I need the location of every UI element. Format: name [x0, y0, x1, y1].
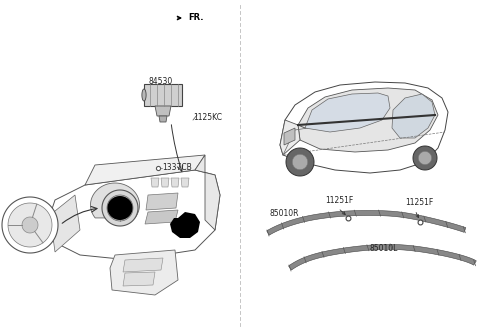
- Polygon shape: [102, 190, 138, 226]
- Polygon shape: [419, 152, 432, 165]
- Polygon shape: [110, 250, 178, 295]
- Text: FR.: FR.: [188, 13, 204, 23]
- Polygon shape: [144, 84, 182, 106]
- Polygon shape: [267, 211, 466, 235]
- Polygon shape: [123, 258, 163, 272]
- Polygon shape: [170, 212, 200, 238]
- Polygon shape: [159, 116, 167, 122]
- Polygon shape: [50, 170, 220, 260]
- Polygon shape: [145, 210, 178, 224]
- Polygon shape: [2, 197, 58, 253]
- Text: 56900: 56900: [8, 214, 32, 222]
- Polygon shape: [392, 94, 435, 138]
- Polygon shape: [146, 193, 178, 210]
- Polygon shape: [22, 217, 38, 233]
- Polygon shape: [171, 178, 179, 187]
- Polygon shape: [280, 82, 448, 173]
- Polygon shape: [298, 88, 438, 152]
- Polygon shape: [142, 89, 146, 101]
- Text: 85010R: 85010R: [269, 209, 299, 218]
- Text: 11251F: 11251F: [325, 196, 353, 205]
- Text: 1337CB: 1337CB: [162, 163, 192, 173]
- Text: 1125KC: 1125KC: [193, 113, 222, 122]
- Polygon shape: [292, 154, 308, 170]
- Polygon shape: [85, 155, 205, 185]
- Polygon shape: [280, 120, 300, 155]
- Polygon shape: [91, 183, 140, 218]
- Polygon shape: [151, 178, 159, 187]
- Polygon shape: [50, 195, 80, 252]
- Polygon shape: [305, 93, 390, 132]
- Polygon shape: [115, 203, 125, 213]
- Polygon shape: [413, 146, 437, 170]
- Polygon shape: [108, 196, 132, 220]
- Polygon shape: [286, 148, 314, 176]
- Polygon shape: [155, 106, 171, 116]
- Text: 85010L: 85010L: [370, 244, 398, 253]
- Text: 11251F: 11251F: [405, 198, 433, 207]
- Polygon shape: [107, 195, 133, 221]
- Polygon shape: [288, 244, 476, 270]
- Polygon shape: [8, 203, 52, 247]
- Polygon shape: [161, 178, 169, 187]
- Polygon shape: [195, 155, 220, 230]
- Polygon shape: [284, 128, 295, 145]
- Text: 84530: 84530: [149, 77, 173, 87]
- Polygon shape: [181, 178, 189, 187]
- Polygon shape: [123, 272, 155, 286]
